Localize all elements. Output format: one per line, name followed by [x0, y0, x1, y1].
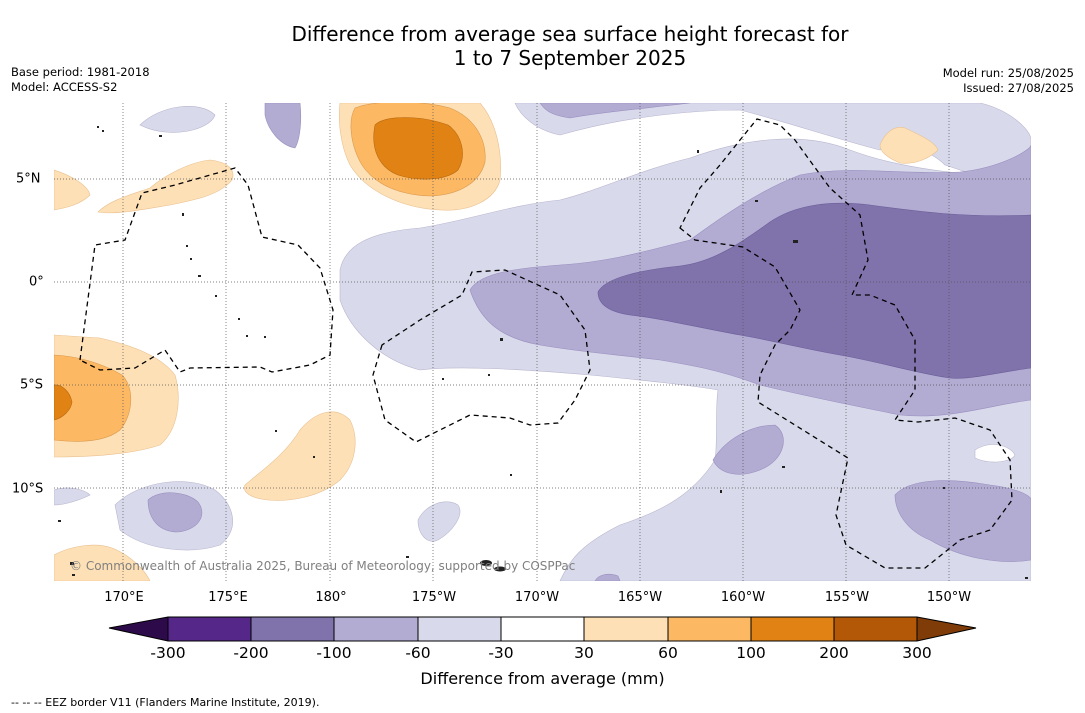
lat-label-5n: 5°N — [16, 171, 41, 187]
contour-pos30-nw — [97, 159, 234, 214]
colorbar-tick: 30 — [574, 644, 594, 662]
colorbar-tick: 100 — [736, 644, 766, 662]
contour-pos60-west — [54, 354, 132, 442]
model-text: Model: ACCESS-S2 — [11, 80, 118, 94]
lat-label-0: 0° — [29, 274, 44, 290]
contour-pos30-mid — [244, 411, 356, 501]
colorbar-dividers — [167, 617, 918, 641]
colorbar-tick: 300 — [902, 644, 932, 662]
lon-label-180: 180° — [315, 590, 347, 605]
colorbar-bin-pos60 — [668, 617, 751, 641]
colorbar-tick: -30 — [488, 644, 514, 662]
eez-kiribati-line — [679, 118, 1013, 569]
contour-neg30-se-white — [974, 444, 1016, 463]
map-title-line2: 1 to 7 September 2025 — [453, 46, 687, 70]
colorbar-bin-neg30 — [501, 617, 584, 641]
colorbar-tick: 60 — [658, 644, 678, 662]
lon-label-150w: 150°W — [926, 590, 972, 605]
colorbar-bin-neg300 — [168, 617, 251, 641]
lon-label-165w: 165°W — [617, 590, 663, 605]
lon-label-160w: 160°W — [720, 590, 766, 605]
contour-neg30-top — [139, 105, 216, 133]
contour-neg60-se — [894, 480, 1031, 562]
eez-borders — [79, 118, 1013, 569]
colorbar-extend-high — [917, 617, 976, 641]
lon-label-170w: 170°W — [514, 590, 560, 605]
contour-pos100-west — [54, 384, 73, 421]
colorbar-tick: -300 — [150, 644, 186, 662]
contour-neg60-top — [264, 103, 302, 149]
colorbar-bin-neg100 — [334, 617, 418, 641]
map-copyright: © Commonwealth of Australia 2025, Bureau… — [70, 559, 576, 573]
colorbar-title: Difference from average (mm) — [420, 669, 665, 688]
colorbar-bin-pos100 — [751, 617, 834, 641]
eez-footnote: -- -- -- EEZ border V11 (Flanders Marine… — [11, 696, 320, 709]
colorbar-bin-neg60 — [418, 617, 501, 641]
eez-kiribati-phoenix — [372, 269, 591, 443]
contour-pos30-sw — [54, 544, 151, 581]
contour-pos30-right — [879, 127, 939, 164]
colorbar-bin-pos200 — [834, 617, 917, 641]
colorbar-tick: 200 — [819, 644, 849, 662]
colorbar-bin-neg200 — [251, 617, 334, 641]
model-run-text: Model run: 25/08/2025 — [942, 66, 1074, 80]
colorbar-tick: -60 — [405, 644, 431, 662]
issued-text: Issued: 27/08/2025 — [963, 81, 1074, 95]
contour-neg30-blob — [417, 501, 461, 542]
contour-pos100-top — [373, 117, 463, 180]
colorbar-tick: -100 — [316, 644, 352, 662]
meta-left: Base period: 1981-2018 Model: ACCESS-S2 — [11, 65, 150, 95]
meta-right: Model run: 25/08/2025 Issued: 27/08/2025 — [943, 66, 1074, 96]
contour-neg60-blob1 — [712, 424, 784, 475]
lon-label-175w: 175°W — [411, 590, 457, 605]
colorbar-tick: -200 — [233, 644, 269, 662]
colorbar-bin-pos30 — [584, 617, 668, 641]
base-period-text: Base period: 1981-2018 — [11, 65, 150, 79]
eez-kiribati-gilbert — [79, 167, 334, 373]
contour-neg60-bot — [594, 573, 621, 581]
map-field — [54, 103, 1031, 581]
contour-neg60-sw — [147, 492, 203, 533]
map-title-line1: Difference from average sea surface heig… — [291, 22, 849, 46]
islands — [58, 126, 1028, 579]
lat-label-5s: 5°S — [20, 377, 44, 393]
graticule — [54, 103, 1031, 581]
lon-label-155w: 155°W — [824, 590, 870, 605]
colorbar-extend-low — [109, 617, 168, 641]
contour-neg30-left — [54, 487, 91, 506]
colorbar — [108, 616, 977, 642]
contour-neg60-topright — [539, 103, 691, 119]
lat-label-10s: 10°S — [12, 481, 44, 497]
lon-label-175e: 175°E — [208, 590, 248, 605]
contour-pos30-nwleft — [54, 169, 91, 211]
lon-label-170e: 170°E — [104, 590, 144, 605]
map-title: Difference from average sea surface heig… — [0, 22, 1085, 70]
